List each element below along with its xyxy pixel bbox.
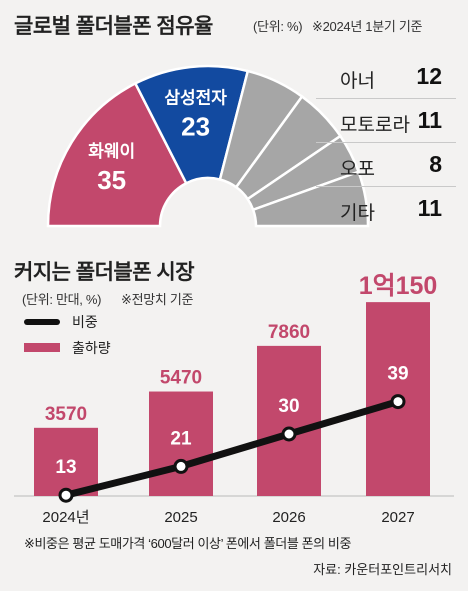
source-note: 자료: 카운터포인트리서치 — [313, 562, 452, 577]
ratio-point-0 — [58, 487, 74, 503]
share-legend-row: 아너 12 — [324, 56, 456, 100]
share-legend-row: 모토로라 11 — [324, 100, 456, 144]
slice-label-0: 화웨이 — [88, 142, 135, 161]
shipment-label-1: 5470 — [160, 368, 202, 389]
slice-0 — [46, 81, 188, 228]
ratio-label-3: 39 — [387, 364, 408, 385]
shipment-label-2: 7860 — [268, 322, 310, 343]
slice-value-0: 35 — [97, 165, 126, 195]
share-period-note: ※2024년 1분기 기준 — [312, 19, 423, 34]
footnote: ※비중은 평균 도매가격 ‘600달러 이상’ 폰에서 폴더블 폰의 비중 — [24, 536, 352, 551]
share-semi-donut: 화웨이 35 삼성전자 23 — [46, 64, 370, 228]
shipment-label-0: 3570 — [45, 404, 87, 425]
x-tick-label-0: 2024년 — [42, 509, 89, 526]
shipment-bar-1 — [149, 391, 213, 496]
market-forecast-note: ※전망치 기준 — [121, 292, 194, 307]
shipment-bar-0 — [34, 427, 98, 496]
ratio-point-3 — [390, 394, 406, 410]
share-unit-note: (단위: %) — [253, 19, 303, 34]
share-legend-value: 11 — [417, 107, 442, 133]
market-bar-line-chart: 3570 2024년 5470 2025 7860 2026 1억150 2027 13 21 30… — [14, 272, 454, 526]
share-legend-row: 오포 8 — [324, 144, 456, 188]
market-unit-note: (단위: 만대, %) — [22, 292, 102, 307]
slice-value-1: 23 — [181, 112, 210, 142]
share-legend-name: 아너 — [340, 71, 375, 92]
x-tick-label-3: 2027 — [381, 509, 414, 526]
market-title: 커지는 폴더블폰 시장 — [14, 261, 195, 284]
ratio-label-1: 21 — [170, 428, 192, 449]
x-tick-label-2: 2026 — [272, 509, 305, 526]
share-legend-name: 오포 — [340, 159, 375, 180]
legend-shipments-swatch — [24, 343, 60, 352]
share-legend-name: 기타 — [340, 203, 375, 224]
share-legend-row: 기타 11 — [324, 188, 456, 232]
ratio-label-2: 30 — [278, 396, 299, 417]
ratio-point-2 — [281, 426, 297, 442]
share-legend-value: 8 — [429, 151, 442, 177]
ratio-point-1 — [173, 458, 189, 474]
legend-shipments-label: 출하량 — [72, 340, 111, 356]
shipment-bar-2 — [257, 345, 321, 496]
x-tick-label-1: 2025 — [164, 509, 197, 526]
ratio-label-0: 13 — [55, 457, 76, 478]
share-legend-name: 모토로라 — [340, 115, 410, 136]
legend-ratio-label: 비중 — [72, 314, 98, 330]
shipment-label-3: 1억150 — [359, 272, 438, 300]
share-legend-value: 11 — [417, 195, 442, 221]
share-title: 글로벌 폴더블폰 점유율 — [14, 15, 213, 38]
share-legend-value: 12 — [416, 63, 442, 89]
legend-ratio-swatch — [24, 319, 60, 325]
slice-label-1: 삼성전자 — [164, 89, 227, 108]
ratio-line — [62, 398, 402, 499]
